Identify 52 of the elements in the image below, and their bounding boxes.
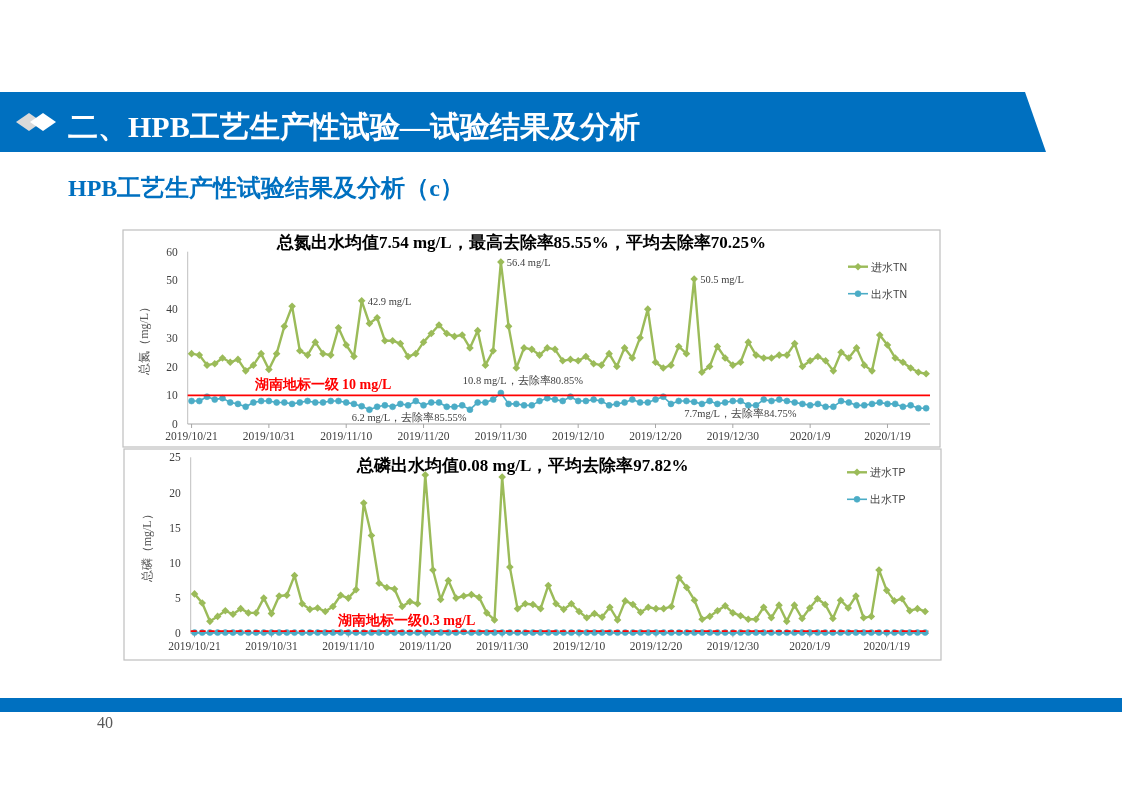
x-tick-label: 2019/11/30 xyxy=(476,640,529,652)
x-tick-label: 2019/12/10 xyxy=(552,640,606,652)
x-tick-label: 2019/12/10 xyxy=(551,430,605,442)
y-axis-title: 总氮（mg/L） xyxy=(137,300,152,376)
annotation: 56.4 mg/L xyxy=(506,257,551,269)
legend-label: 进水TP xyxy=(870,466,906,479)
text: HPB工艺生产性试验结果及分析（c） xyxy=(68,175,464,201)
x-tick-label: 2020/1/9 xyxy=(789,640,831,652)
y-tick-label: 0 xyxy=(171,418,178,430)
y-tick-label: 20 xyxy=(166,360,178,373)
ref-line-label: 湖南地标一级 10 mg/L xyxy=(253,377,392,393)
legend-label: 出水TN xyxy=(871,287,907,300)
y-tick-label: 30 xyxy=(166,331,178,344)
legend-label: 进水TN xyxy=(871,260,907,273)
x-tick-label: 2019/11/30 xyxy=(474,430,528,442)
annotation: 7.7mg/L，去除率84.75% xyxy=(684,406,797,419)
y-tick-label: 0 xyxy=(174,627,181,640)
text: 40 xyxy=(97,714,113,731)
x-tick-label: 2020/1/19 xyxy=(864,430,912,442)
text: 二、HPB工艺生产性试验—试验结果及分析 xyxy=(68,110,640,143)
x-tick-label: 2020/1/19 xyxy=(863,640,911,652)
x-tick-label: 2019/11/20 xyxy=(399,640,452,652)
x-tick-label: 2019/11/10 xyxy=(320,430,373,442)
x-tick-label: 2019/10/31 xyxy=(245,640,298,652)
x-tick-label: 2019/10/21 xyxy=(165,430,219,442)
annotation: 42.9 mg/L xyxy=(367,295,412,307)
y-tick-label: 50 xyxy=(166,274,178,287)
x-tick-label: 2019/11/20 xyxy=(397,430,450,442)
chart-title: 总氮出水均值7.54 mg/L，最高去除率85.55%，平均去除率70.25% xyxy=(275,233,767,252)
x-tick-label: 2019/12/20 xyxy=(629,640,683,652)
x-tick-label: 2019/12/30 xyxy=(706,640,760,652)
ref-line-label: 湖南地标一级0.3 mg/L xyxy=(337,613,476,629)
y-tick-label: 25 xyxy=(169,451,181,464)
y-tick-label: 5 xyxy=(174,592,181,605)
x-tick-label: 2020/1/9 xyxy=(789,430,831,442)
y-tick-label: 20 xyxy=(169,486,181,499)
x-tick-label: 2019/10/31 xyxy=(242,430,296,442)
y-tick-label: 40 xyxy=(166,303,178,316)
x-tick-label: 2019/10/21 xyxy=(168,640,221,652)
legend-label: 出水TP xyxy=(870,493,906,506)
chart-title: 总磷出水均值0.08 mg/L，平均去除率97.82% xyxy=(355,456,689,475)
y-tick-label: 60 xyxy=(166,245,178,258)
annotation: 6.2 mg/L，去除率85.55% xyxy=(351,411,467,424)
y-tick-label: 10 xyxy=(166,389,178,402)
x-tick-label: 2019/12/30 xyxy=(706,430,760,442)
y-axis-title: 总磷（mg/L） xyxy=(140,508,155,584)
x-tick-label: 2019/11/10 xyxy=(322,640,375,652)
y-tick-label: 15 xyxy=(169,521,181,534)
x-tick-label: 2019/12/20 xyxy=(629,430,682,442)
annotation: 10.8 mg/L，去除率80.85% xyxy=(462,373,584,386)
annotation: 50.5 mg/L xyxy=(700,273,744,285)
y-tick-label: 10 xyxy=(169,556,181,569)
